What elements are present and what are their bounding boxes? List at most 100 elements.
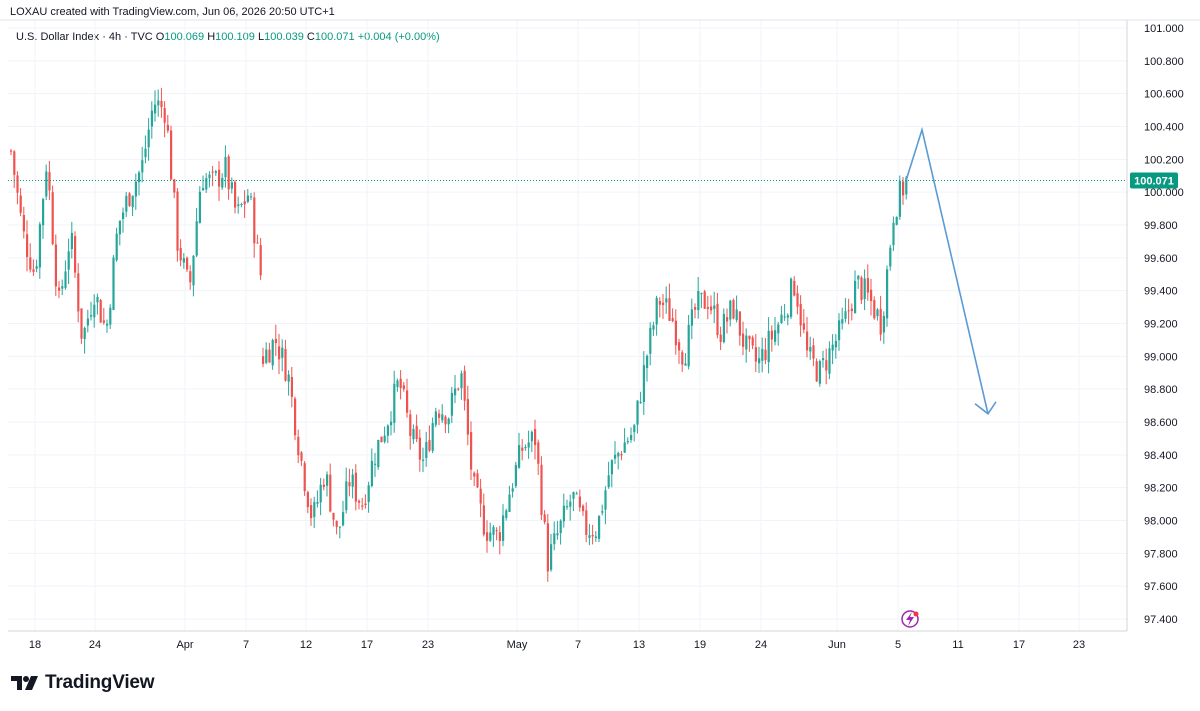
x-tick-label: 17 (361, 639, 373, 651)
candle-body (886, 269, 889, 319)
candle-body (530, 431, 533, 442)
candle-body (393, 383, 396, 423)
candle-body (290, 376, 293, 397)
candle-body (157, 100, 160, 106)
candle-body (306, 492, 309, 508)
candle-body (665, 298, 668, 303)
candle-body (735, 309, 738, 321)
candle-body (866, 278, 869, 293)
candle-body (694, 307, 697, 310)
candle-body (125, 195, 128, 212)
symbol-name[interactable]: U.S. Dollar Index · 4h · TVC (16, 31, 153, 43)
candle-body (505, 510, 508, 518)
candle-body (543, 514, 546, 523)
candle-body (761, 348, 764, 361)
candle-body (434, 411, 437, 425)
candle-body (300, 452, 303, 461)
candle-body (99, 300, 102, 323)
candle-body (690, 309, 693, 326)
x-tick-label: 5 (895, 639, 901, 651)
candle-body (710, 306, 713, 311)
candle-body (642, 365, 645, 403)
candle-body (80, 308, 83, 339)
tradingview-branding: TradingView (11, 672, 155, 694)
candle-body (19, 195, 22, 213)
candle-body (582, 505, 585, 512)
candle-body (297, 436, 300, 456)
candle-body (633, 425, 636, 433)
candle-body (415, 425, 418, 439)
y-tick-label: 99.200 (1144, 319, 1178, 331)
y-tick-label: 100.600 (1144, 89, 1184, 101)
candle-body (719, 334, 722, 342)
x-tick-label: Apr (176, 639, 193, 651)
last-price-label: 100.071 (1134, 176, 1174, 188)
candle-body (131, 195, 134, 208)
candle-body (537, 442, 540, 464)
candle-body (511, 488, 514, 492)
candle-body (671, 318, 674, 322)
symbol-legend: U.S. Dollar Index · 4h · TVC O100.069 H1… (16, 31, 440, 43)
candle-body (495, 530, 498, 532)
candle-body (850, 308, 853, 312)
candle-body (550, 544, 553, 570)
candle-body (64, 271, 67, 288)
candle-body (585, 510, 588, 535)
candle-body (345, 481, 348, 511)
candle-body (377, 439, 380, 468)
candle-body (115, 233, 118, 261)
change-value: +0.004 (+0.00%) (357, 31, 440, 43)
y-tick-label: 100.400 (1144, 122, 1184, 134)
low-value: 100.039 (264, 31, 304, 43)
y-tick-label: 98.000 (1144, 516, 1178, 528)
projection-arrow (905, 126, 997, 415)
candles (10, 87, 908, 582)
candle-body (466, 399, 469, 435)
candle-body (460, 373, 463, 389)
x-tick-label: May (507, 639, 528, 651)
candle-body (578, 496, 581, 508)
candle-body (166, 124, 169, 131)
candle-body (358, 500, 361, 503)
candle-body (553, 533, 556, 545)
candle-body (409, 414, 412, 437)
candle-body (729, 300, 732, 320)
candle-body (274, 338, 277, 344)
high-label: H (207, 31, 216, 43)
x-tick-label: 24 (89, 639, 101, 651)
candle-body (834, 340, 837, 348)
candle-body (32, 269, 35, 272)
candle-body (287, 374, 290, 382)
candle-body (150, 110, 153, 127)
candle-body (195, 221, 198, 256)
candle-body (338, 526, 341, 528)
candle-body (303, 463, 306, 492)
candle-body (838, 320, 841, 341)
candle-body (90, 315, 93, 317)
y-tick-label: 99.800 (1144, 220, 1178, 232)
candle-body (601, 511, 604, 513)
candle-body (262, 356, 265, 364)
candle-body (348, 482, 351, 487)
candle-body (786, 315, 789, 318)
candle-body (774, 330, 777, 342)
y-tick-label: 100.000 (1144, 187, 1184, 199)
candle-body (364, 503, 367, 506)
lightning-icon[interactable] (901, 610, 919, 628)
candle-body (783, 316, 786, 318)
candle-body (473, 472, 476, 477)
y-tick-label: 97.400 (1144, 614, 1178, 626)
last-price-badge (1130, 172, 1178, 189)
y-tick-label: 97.600 (1144, 581, 1178, 593)
candle-body (211, 171, 214, 173)
candle-body (237, 204, 240, 206)
candle-body (594, 536, 597, 539)
candle-body (319, 484, 322, 503)
candle-body (780, 314, 783, 324)
candle-body (726, 317, 729, 322)
candle-body (658, 301, 661, 305)
candle-body (128, 193, 131, 206)
candle-body (738, 311, 741, 336)
candle-body (713, 305, 716, 309)
